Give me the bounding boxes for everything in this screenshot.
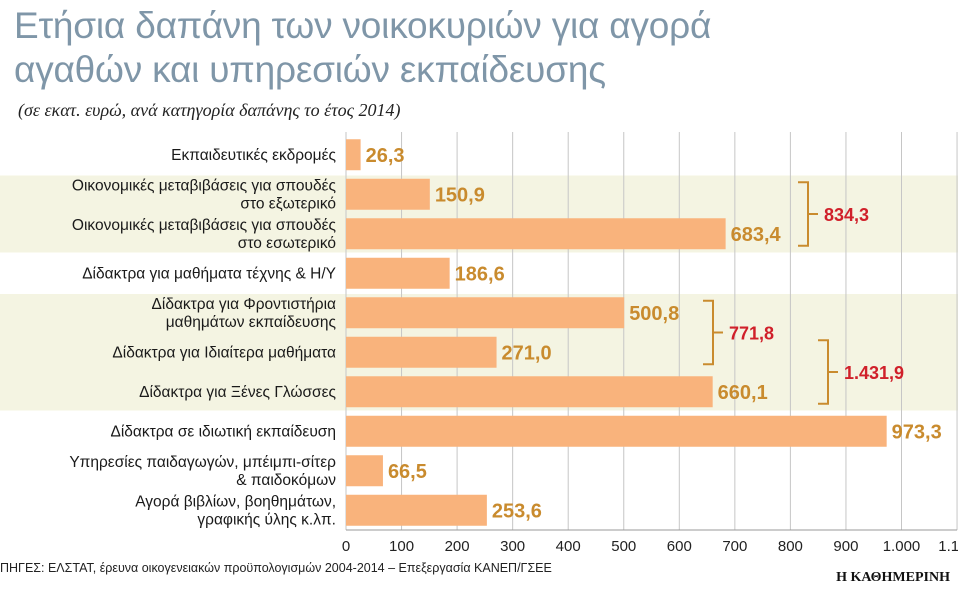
category-label: Υπηρεσίες παιδαγωγών, μπέιμπι-σίτερ	[69, 454, 336, 471]
value-label: 660,1	[718, 382, 768, 404]
category-label: Οικονομικές μεταβιβάσεις για σπουδές	[72, 217, 336, 234]
bar	[346, 139, 361, 171]
bar	[346, 297, 625, 329]
value-label: 271,0	[502, 342, 552, 364]
bar	[346, 257, 450, 289]
x-tick-label: 500	[611, 538, 636, 555]
group-bracket	[798, 181, 818, 247]
category-label: & παιδοκόμων	[236, 472, 336, 489]
category-label: Δίδακτρα για Φροντιστήρια	[152, 296, 336, 313]
x-tick-label: 900	[833, 538, 858, 555]
category-label: στο εσωτερικό	[238, 235, 336, 252]
x-tick-label: 100	[389, 538, 414, 555]
x-tick-label: 800	[778, 538, 803, 555]
x-tick-label: 0	[342, 538, 350, 555]
group-total-label: 1.431,9	[844, 363, 904, 383]
chart-title-line-2: αγαθών και υπηρεσιών εκπαίδευσης	[14, 49, 606, 90]
value-label: 973,3	[892, 421, 942, 443]
category-label: Αγορά βιβλίων, βοηθημάτων,	[135, 493, 336, 510]
source-note: ΠΗΓΕΣ: ΕΛΣΤΑΤ, έρευνα οικογενειακών προϋ…	[0, 561, 552, 575]
value-label: 253,6	[492, 500, 542, 522]
publisher-logo: Η ΚΑΘΗΜΕΡΙΝΗ	[836, 570, 950, 585]
chart-subtitle: (σε εκατ. ευρώ, ανά κατηγορία δαπάνης το…	[18, 100, 401, 120]
x-tick-label: 200	[445, 538, 470, 555]
x-tick-label: 300	[500, 538, 525, 555]
value-label: 683,4	[731, 224, 782, 246]
value-label: 500,8	[629, 303, 679, 325]
group-bracket	[703, 299, 723, 366]
chart-title: Ετήσια δαπάνη των νοικοκυριών για αγορά …	[14, 4, 944, 92]
category-label: Οικονομικές μεταβιβάσεις για σπουδές	[72, 177, 336, 194]
bar	[346, 415, 887, 447]
category-label: μαθημάτων εκπαίδευσης	[166, 314, 336, 331]
bar	[346, 218, 726, 250]
chart-title-line-1: Ετήσια δαπάνη των νοικοκυριών για αγορά	[14, 5, 712, 46]
x-tick-label: 1.100	[938, 538, 958, 555]
bar	[346, 455, 383, 487]
category-label: Δίδακτρα σε ιδιωτική εκπαίδευση	[110, 423, 336, 440]
category-label: Δίδακτρα για μαθήματα τέχνης & Η/Υ	[82, 265, 336, 282]
bar	[346, 376, 713, 408]
category-label: στο εξωτερικό	[240, 195, 336, 212]
category-label: Δίδακτρα για Ξένες Γλώσσες	[139, 384, 336, 401]
group-total-label: 834,3	[824, 205, 869, 225]
category-label: Δίδακτρα για Ιδιαίτερα μαθήματα	[112, 344, 336, 361]
value-label: 66,5	[388, 461, 427, 483]
bar	[346, 178, 430, 210]
group-bracket	[818, 339, 838, 405]
x-tick-label: 600	[667, 538, 692, 555]
bar	[346, 494, 487, 526]
bar	[346, 336, 497, 368]
x-tick-label: 400	[556, 538, 581, 555]
x-tick-label: 1.000	[883, 538, 921, 555]
x-tick-label: 700	[722, 538, 747, 555]
category-label: Εκπαιδευτικές εκδρομές	[171, 147, 336, 164]
value-label: 186,6	[455, 263, 505, 285]
value-label: 150,9	[435, 184, 485, 206]
category-label: γραφικής ύλης κ.λπ.	[197, 511, 336, 528]
value-label: 26,3	[366, 145, 405, 167]
group-total-label: 771,8	[729, 324, 774, 344]
